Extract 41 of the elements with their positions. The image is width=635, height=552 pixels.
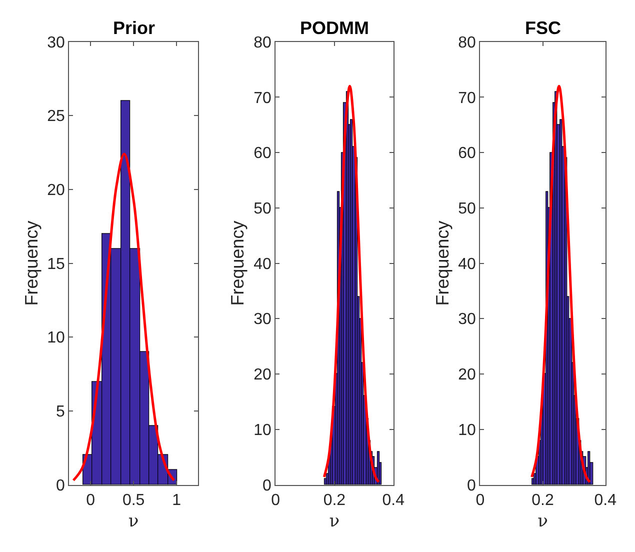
x-tick-label: 0.2	[532, 492, 554, 509]
y-tick-label: 20	[47, 182, 65, 200]
x-tick-label: 0.5	[122, 492, 145, 509]
y-tick-label: 30	[254, 311, 272, 328]
x-axis-title: ν	[128, 511, 139, 532]
y-axis-title: Frequency	[432, 220, 452, 306]
x-tick-label: 0.4	[382, 492, 405, 509]
y-tick-label: 40	[254, 256, 272, 273]
y-tick-label: 60	[254, 145, 272, 162]
y-tick-label: 10	[254, 422, 272, 439]
y-tick-label: 80	[458, 34, 476, 52]
y-tick-label: 20	[254, 366, 272, 384]
y-tick-label: 25	[47, 108, 65, 126]
y-tick-label: 30	[458, 311, 476, 328]
chart-title: FSC	[525, 18, 561, 38]
x-tick-label: 0.2	[323, 492, 346, 509]
x-tick-label: 0	[86, 492, 96, 509]
y-tick-label: 15	[47, 256, 65, 273]
y-tick-label: 0	[56, 477, 65, 494]
chart-title: Prior	[113, 18, 156, 38]
y-tick-label: 70	[254, 90, 272, 107]
y-tick-label: 50	[254, 200, 272, 218]
y-tick-label: 60	[458, 145, 476, 162]
x-tick-label: 0.4	[594, 492, 617, 509]
y-axis-title: Frequency	[21, 220, 42, 306]
y-tick-label: 10	[47, 330, 65, 347]
x-axis-title: ν	[329, 511, 340, 532]
y-tick-label: 0	[262, 477, 272, 494]
y-tick-label: 70	[458, 90, 476, 107]
y-tick-label: 5	[56, 404, 65, 421]
chart-title: PODMM	[300, 18, 369, 38]
y-tick-label: 80	[254, 34, 272, 52]
x-tick-label: 1	[172, 492, 182, 509]
y-tick-label: 50	[458, 200, 476, 218]
y-tick-label: 40	[458, 256, 476, 273]
y-tick-label: 10	[458, 422, 476, 439]
x-axis-title: ν	[538, 511, 548, 532]
y-axis-title: Frequency	[228, 220, 248, 306]
y-tick-label: 20	[458, 366, 476, 384]
y-tick-label: 0	[467, 477, 476, 494]
y-tick-label: 30	[47, 34, 65, 52]
